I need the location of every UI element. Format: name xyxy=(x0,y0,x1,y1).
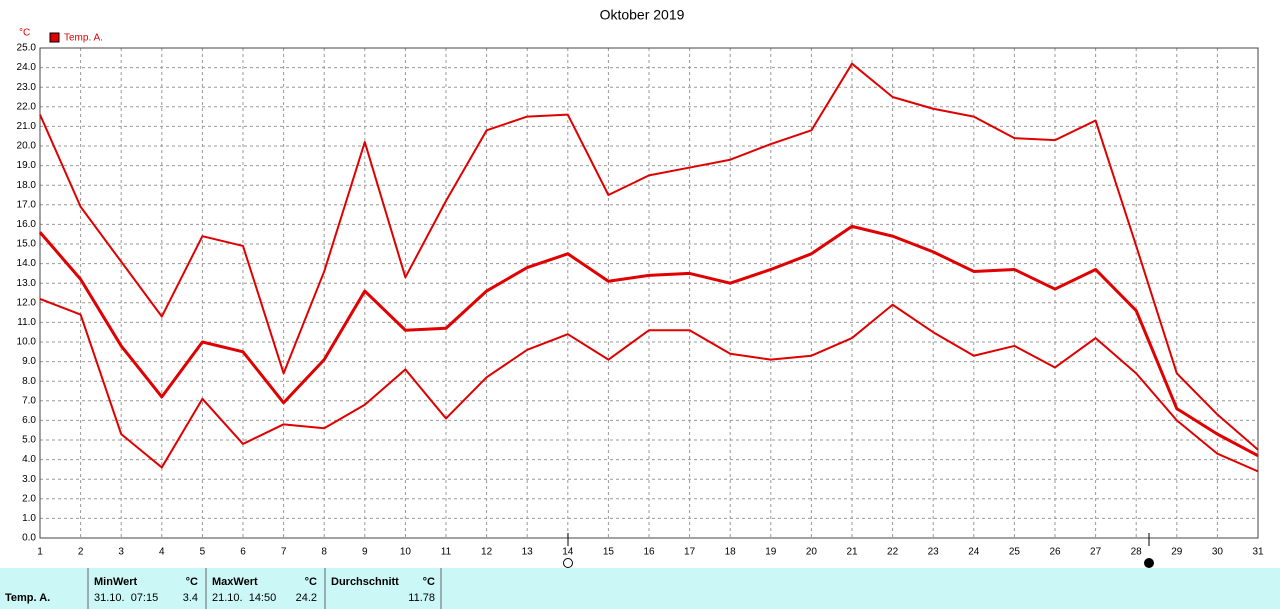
y-tick-label: 5.0 xyxy=(22,435,36,446)
plot: 0.01.02.03.04.05.06.07.08.09.010.011.012… xyxy=(17,43,1264,558)
x-tick-label: 26 xyxy=(1049,547,1061,558)
x-tick-label: 3 xyxy=(118,547,124,558)
col-unit: °C xyxy=(305,576,317,588)
x-tick-label: 19 xyxy=(765,547,777,558)
x-tick-label: 7 xyxy=(281,547,287,558)
x-tick-label: 11 xyxy=(441,547,452,558)
legend-label: Temp. A. xyxy=(64,33,103,44)
chart-title: Oktober 2019 xyxy=(600,7,685,23)
x-tick-label: 30 xyxy=(1212,547,1224,558)
x-tick-label: 28 xyxy=(1131,547,1143,558)
y-tick-label: 21.0 xyxy=(17,121,37,132)
x-tick-label: 6 xyxy=(240,547,246,558)
x-tick-label: 17 xyxy=(684,547,696,558)
y-tick-label: 24.0 xyxy=(17,62,37,73)
x-tick-label: 2 xyxy=(78,547,84,558)
x-tick-label: 22 xyxy=(887,547,899,558)
col-unit: °C xyxy=(186,576,198,588)
x-tick-label: 23 xyxy=(928,547,940,558)
x-tick-label: 10 xyxy=(400,547,412,558)
value: 11.78 xyxy=(408,592,435,604)
x-tick-label: 25 xyxy=(1009,547,1021,558)
row-label: Temp. A. xyxy=(5,592,50,604)
x-tick-label: 5 xyxy=(200,547,206,558)
y-tick-label: 3.0 xyxy=(22,474,36,485)
time: 21.10. 14:50 xyxy=(212,592,276,604)
x-tick-label: 16 xyxy=(643,547,655,558)
y-tick-label: 2.0 xyxy=(22,493,36,504)
col-header: MaxWert xyxy=(212,576,258,588)
x-tick-label: 15 xyxy=(603,547,615,558)
x-tick-label: 9 xyxy=(362,547,368,558)
y-tick-label: 15.0 xyxy=(17,239,37,250)
col-unit: °C xyxy=(423,576,435,588)
moon-icon xyxy=(1144,558,1154,568)
series-line xyxy=(38,224,1259,458)
y-tick-label: 4.0 xyxy=(22,454,36,465)
y-tick-label: 13.0 xyxy=(17,278,37,289)
value: 24.2 xyxy=(296,592,317,604)
x-tick-label: 12 xyxy=(481,547,493,558)
y-tick-label: 11.0 xyxy=(17,317,36,328)
y-tick-label: 16.0 xyxy=(17,219,37,230)
y-tick-label: 9.0 xyxy=(22,356,36,367)
y-tick-label: 1.0 xyxy=(22,513,36,524)
y-tick-label: 6.0 xyxy=(22,415,36,426)
series-line xyxy=(39,62,1259,451)
x-tick-label: 4 xyxy=(159,547,165,558)
y-tick-label: 7.0 xyxy=(22,395,36,406)
legend-swatch xyxy=(49,32,60,43)
y-unit: °C xyxy=(19,28,30,39)
x-tick-label: 20 xyxy=(806,547,818,558)
x-tick-label: 18 xyxy=(725,547,737,558)
stats-table: Temp. A. MinWert °C 31.10. 07:15 3.4 Max… xyxy=(0,568,1280,609)
moon-icon xyxy=(563,558,573,568)
x-tick-label: 14 xyxy=(562,547,574,558)
x-tick-label: 27 xyxy=(1090,547,1102,558)
col-header: Durchschnitt xyxy=(331,576,399,588)
x-tick-label: 13 xyxy=(522,547,534,558)
series-line xyxy=(39,297,1259,473)
col-header: MinWert xyxy=(94,576,138,588)
y-tick-label: 18.0 xyxy=(17,180,37,191)
x-tick-label: 21 xyxy=(846,547,858,558)
y-tick-label: 25.0 xyxy=(17,43,37,54)
x-tick-label: 1 xyxy=(37,547,43,558)
y-tick-label: 0.0 xyxy=(22,533,36,544)
time: 31.10. 07:15 xyxy=(94,592,158,604)
y-tick-label: 12.0 xyxy=(17,297,37,308)
plot-frame xyxy=(39,47,1259,539)
x-tick-label: 29 xyxy=(1171,547,1183,558)
x-tick-label: 24 xyxy=(968,547,980,558)
value: 3.4 xyxy=(183,592,198,604)
y-tick-label: 8.0 xyxy=(22,376,36,387)
table-bg xyxy=(0,568,1280,609)
y-tick-label: 22.0 xyxy=(17,101,37,112)
y-tick-label: 17.0 xyxy=(17,199,37,210)
y-tick-label: 20.0 xyxy=(17,141,37,152)
y-tick-label: 23.0 xyxy=(17,82,37,93)
y-tick-label: 14.0 xyxy=(17,258,37,269)
y-tick-label: 19.0 xyxy=(17,160,37,171)
x-tick-label: 8 xyxy=(321,547,327,558)
y-tick-label: 10.0 xyxy=(17,337,37,348)
x-tick-label: 31 xyxy=(1252,547,1264,558)
